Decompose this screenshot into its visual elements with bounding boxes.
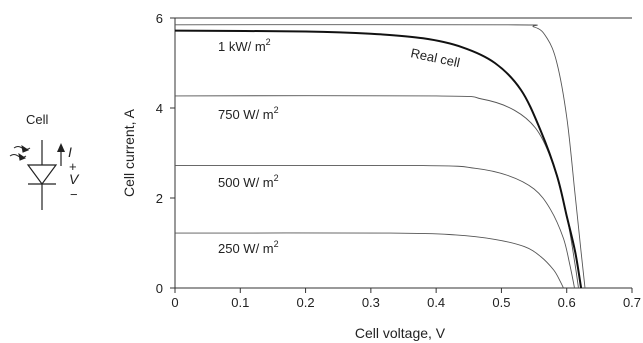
- minus-sign: −: [70, 187, 78, 202]
- cell-title: Cell: [26, 112, 49, 127]
- current-symbol: I: [68, 144, 72, 160]
- plus-sign: +: [69, 159, 77, 174]
- y-tick-label: 6: [156, 11, 163, 26]
- x-ticks: 0 0.1 0.2 0.3 0.4 0.5 0.6 0.7: [171, 288, 641, 310]
- x-tick-label: 0.6: [558, 295, 576, 310]
- series-label-superscript: 2: [266, 37, 271, 47]
- series-label-superscript: 2: [274, 105, 279, 115]
- voltage-symbol: V: [69, 171, 80, 187]
- y-ticks: 0 2 4 6: [156, 11, 175, 296]
- x-tick-label: 0.3: [362, 295, 380, 310]
- series-label-text: 1 kW/ m: [218, 39, 266, 54]
- series-label-750-w-m: 750 W/ m2: [218, 105, 279, 122]
- x-tick-label: 0.4: [427, 295, 445, 310]
- x-tick-label: 0.7: [623, 295, 641, 310]
- diode-triangle: [26, 164, 58, 186]
- series-label-text: Real cell: [409, 45, 461, 70]
- x-tick-label: 0.5: [492, 295, 510, 310]
- series-label-500-w-m: 500 W/ m2: [218, 173, 279, 190]
- series-label-text: 750 W/ m: [218, 107, 274, 122]
- cell-schematic: Cell I + V −: [9, 112, 80, 210]
- series-label-superscript: 2: [274, 239, 279, 249]
- x-tick-label: 0: [171, 295, 178, 310]
- series-lines: [174, 24, 586, 289]
- series-label-text: 250 W/ m: [218, 241, 274, 256]
- series-line-real-cell: [174, 29, 583, 289]
- series-label-real-cell: Real cell: [409, 45, 461, 70]
- y-tick-label: 0: [156, 281, 163, 296]
- series-line-250-w-m: [174, 232, 564, 289]
- series-label-1-kw-m: 1 kW/ m2: [218, 37, 271, 54]
- y-tick-label: 4: [156, 101, 163, 116]
- x-tick-label: 0.1: [231, 295, 249, 310]
- series-line-500-w-m: [174, 164, 575, 289]
- y-axis-title: Cell current, A: [121, 108, 137, 197]
- light-rays-icon: [9, 144, 31, 161]
- series-label-superscript: 2: [274, 173, 279, 183]
- series-line-1-kw-m: [174, 24, 586, 289]
- x-tick-label: 0.2: [297, 295, 315, 310]
- y-tick-label: 2: [156, 191, 163, 206]
- x-axis-title: Cell voltage, V: [355, 325, 446, 341]
- current-arrow-head-icon: [57, 143, 65, 152]
- series-label-250-w-m: 250 W/ m2: [218, 239, 279, 256]
- series-label-text: 500 W/ m: [218, 175, 274, 190]
- series-line-750-w-m: [174, 95, 579, 289]
- axes: [174, 17, 632, 289]
